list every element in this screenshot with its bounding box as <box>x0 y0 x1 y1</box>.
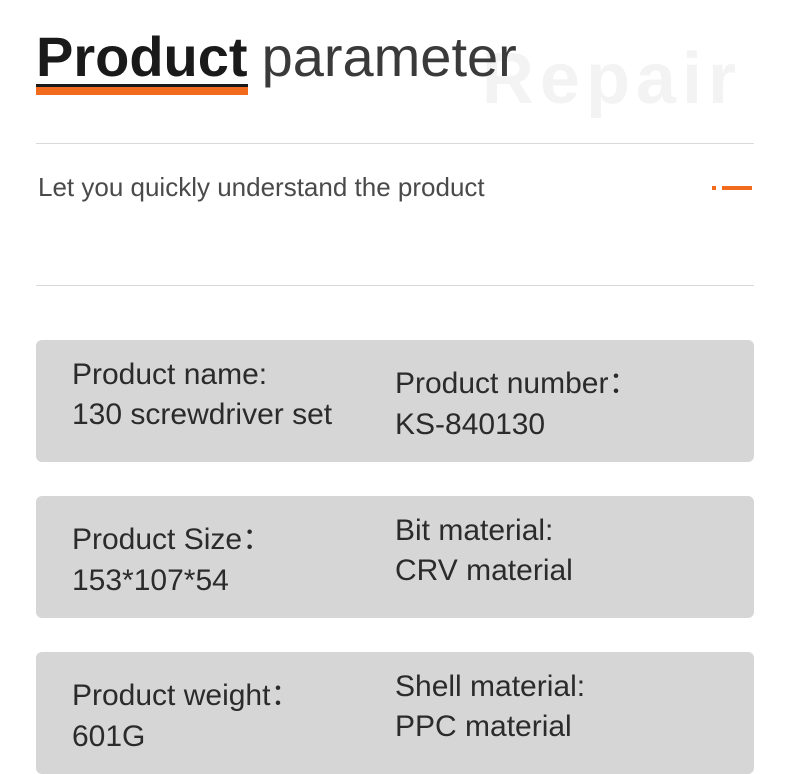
spec-row: Product weight： 601G Shell material: PPC… <box>36 652 754 774</box>
spec-label: Product weight： <box>72 670 395 714</box>
spec-label: Product name: <box>72 358 395 392</box>
spec-cell: Product Size： 153*107*54 <box>72 514 395 598</box>
spec-value: PPC material <box>395 710 718 744</box>
page-title: Product parameter <box>36 24 754 89</box>
spec-cell: Bit material: CRV material <box>395 514 718 598</box>
spec-cell: Product number： KS-840130 <box>395 358 718 442</box>
spec-row: Product name: 130 screwdriver set Produc… <box>36 340 754 462</box>
spec-label: Product number： <box>395 358 718 402</box>
spec-cell: Product weight： 601G <box>72 670 395 754</box>
subtitle-row: Let you quickly understand the product <box>36 144 754 231</box>
spec-cell: Shell material: PPC material <box>395 670 718 754</box>
spec-value: 601G <box>72 720 395 754</box>
spec-cell: Product name: 130 screwdriver set <box>72 358 395 442</box>
title-sub: parameter <box>262 24 517 89</box>
subtitle: Let you quickly understand the product <box>38 172 485 203</box>
spec-value: 130 screwdriver set <box>72 398 395 432</box>
divider <box>36 285 754 286</box>
spec-label: Product Size： <box>72 514 395 558</box>
spec-value: 153*107*54 <box>72 564 395 598</box>
spec-label: Shell material: <box>395 670 718 704</box>
spec-label: Bit material: <box>395 514 718 548</box>
accent-line-icon <box>712 186 752 190</box>
spec-list: Product name: 130 screwdriver set Produc… <box>36 340 754 774</box>
spec-row: Product Size： 153*107*54 Bit material: C… <box>36 496 754 618</box>
spec-value: KS-840130 <box>395 408 718 442</box>
title-main: Product <box>36 24 248 89</box>
spec-value: CRV material <box>395 554 718 588</box>
